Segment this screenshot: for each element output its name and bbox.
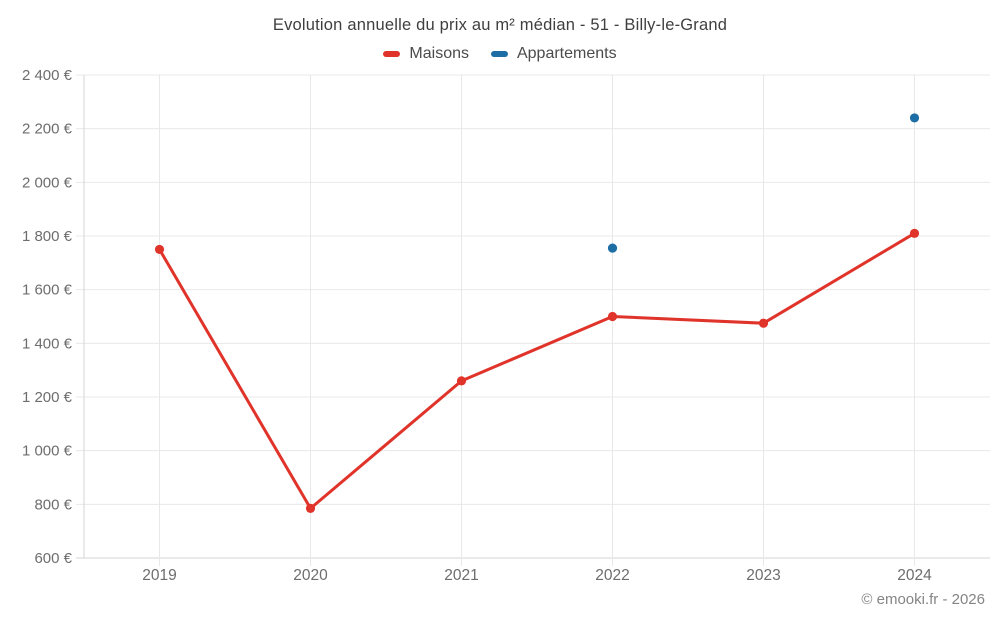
maisons-series-swatch-icon: [383, 51, 401, 57]
legend-item-appartements[interactable]: Appartements: [490, 45, 617, 63]
copyright: © emooki.fr - 2026: [861, 591, 985, 608]
x-tick-label: 2021: [444, 567, 478, 584]
y-tick-label: 2 000 €: [22, 174, 73, 191]
legend-label-appartements: Appartements: [516, 45, 617, 62]
y-tick-label: 600 €: [34, 550, 72, 567]
y-tick-label: 1 600 €: [22, 282, 73, 299]
x-tick-label: 2022: [595, 567, 629, 584]
y-tick-label: 2 200 €: [22, 121, 73, 138]
y-tick-label: 2 400 €: [22, 67, 73, 84]
data-point-maisons[interactable]: [305, 503, 316, 513]
series-line-maisons: [158, 248, 312, 510]
legend-item-maisons[interactable]: Maisons: [383, 45, 469, 63]
data-point-maisons[interactable]: [909, 228, 920, 238]
chart-title: Evolution annuelle du prix au m² médian …: [272, 16, 728, 34]
data-point-maisons[interactable]: [154, 244, 165, 255]
y-tick-label: 1 200 €: [22, 389, 73, 406]
x-tick-label: 2020: [293, 567, 328, 584]
y-tick-label: 1 800 €: [22, 228, 73, 245]
appartements-series-swatch-icon: [490, 51, 508, 57]
y-tick-label: 800 €: [34, 496, 72, 513]
data-point-maisons[interactable]: [758, 318, 769, 328]
data-point-maisons[interactable]: [456, 376, 467, 386]
series-line-maisons: [309, 379, 463, 510]
series-line-maisons: [762, 232, 916, 325]
series-line-maisons: [612, 315, 764, 325]
legend-label-maisons: Maisons: [409, 45, 469, 62]
series-line-maisons: [460, 315, 614, 383]
x-tick-label: 2019: [142, 567, 176, 584]
y-tick-label: 1 400 €: [22, 335, 73, 352]
y-tick-label: 1 000 €: [22, 443, 73, 460]
data-point-maisons[interactable]: [607, 311, 618, 322]
data-point-appartements[interactable]: [909, 113, 920, 123]
x-tick-label: 2023: [746, 567, 780, 584]
legend: Maisons Appartements: [0, 45, 1000, 63]
data-point-appartements[interactable]: [607, 243, 618, 253]
x-tick-label: 2024: [897, 567, 932, 584]
